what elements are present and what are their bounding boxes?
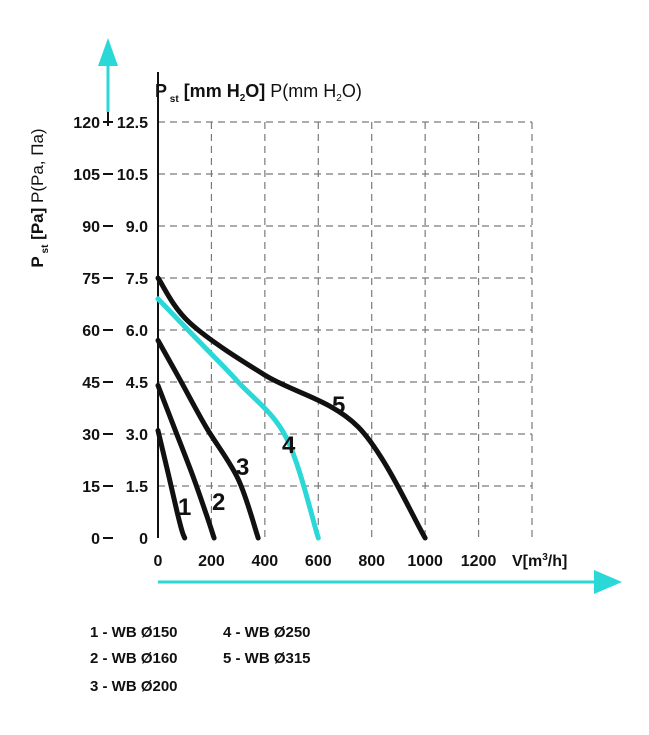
y-tick-label-pa: 75 (82, 271, 100, 288)
label-part: V[m (512, 553, 542, 570)
x-tick-label: 200 (198, 553, 225, 570)
y-tick-label-pa: 15 (82, 479, 100, 496)
label-part: st (40, 244, 51, 256)
y-tick-label-mm: 10.5 (117, 167, 148, 184)
label-part: P(mm H (265, 81, 336, 101)
x-tick-label: 800 (358, 553, 385, 570)
y-tick-label-pa: 105 (73, 167, 100, 184)
label-part: st (167, 94, 179, 105)
curve-label-1: 1 (178, 494, 191, 521)
legend-item-1: 1 - WB Ø150 (90, 624, 178, 641)
x-tick-label: 1200 (461, 553, 497, 570)
curve-label-5: 5 (332, 392, 345, 419)
y-axis-label: P st [Pa] P(Pa, Па) (28, 128, 51, 267)
y-tick-label-mm: 0 (139, 531, 148, 548)
legend: 1 - WB Ø150 2 - WB Ø160 3 - WB Ø200 4 - … (90, 624, 410, 704)
chart-title: P st [mm H2O] P(mm H2O) (155, 81, 362, 105)
series-line-3 (158, 340, 258, 538)
legend-item-4: 4 - WB Ø250 (223, 624, 311, 641)
x-tick-label: 600 (305, 553, 332, 570)
curve-label-3: 3 (236, 454, 249, 481)
label-part: /h] (548, 553, 568, 570)
x-axis-label: V[m3/h] (512, 552, 567, 570)
label-part: P (28, 256, 47, 267)
y-tick-label-mm: 6.0 (126, 323, 148, 340)
y-axis-label-group: P st [Pa] P(Pa, Па) (28, 128, 51, 267)
y-tick-label-pa: 0 (91, 531, 100, 548)
y-tick-label-mm: 12.5 (117, 115, 148, 132)
y-tick-label-mm: 9.0 (126, 219, 148, 236)
curve-label-2: 2 (212, 489, 225, 516)
y-tick-label-pa: 60 (82, 323, 100, 340)
y-tick-label-pa: 45 (82, 375, 100, 392)
y-tick-label-pa: 30 (82, 427, 100, 444)
y-tick-label-pa: 120 (73, 115, 100, 132)
x-tick-label: 0 (154, 553, 163, 570)
x-tick-label: 1000 (407, 553, 443, 570)
label-part: O) (342, 81, 362, 101)
legend-item-5: 5 - WB Ø315 (223, 650, 311, 667)
legend-item-3: 3 - WB Ø200 (90, 678, 178, 695)
label-part: [mm H (179, 81, 240, 101)
label-part: P (155, 81, 167, 101)
label-part: P(Pa, Па) (28, 128, 47, 207)
y-tick-label-pa: 90 (82, 219, 100, 236)
y-axis-arrow-head (98, 38, 118, 66)
curve-label-4: 4 (282, 432, 296, 459)
label-part: O] (245, 81, 265, 101)
label-part: [Pa] (28, 208, 47, 245)
x-tick-label: 400 (252, 553, 279, 570)
y-tick-label-mm: 3.0 (126, 427, 148, 444)
y-tick-label-mm: 1.5 (126, 479, 148, 496)
legend-item-2: 2 - WB Ø160 (90, 650, 178, 667)
x-axis-arrow-head (594, 570, 622, 594)
y-tick-label-mm: 4.5 (126, 375, 148, 392)
y-tick-label-mm: 7.5 (126, 271, 148, 288)
